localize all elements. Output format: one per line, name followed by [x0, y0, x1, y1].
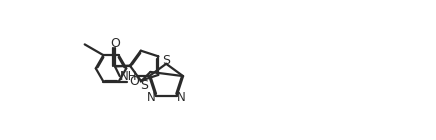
Text: O: O [110, 37, 120, 50]
Text: N: N [177, 91, 186, 104]
Text: S: S [140, 79, 148, 92]
Text: N: N [147, 91, 156, 104]
Text: O: O [129, 75, 139, 88]
Text: S: S [162, 54, 170, 67]
Text: NH: NH [120, 70, 138, 83]
